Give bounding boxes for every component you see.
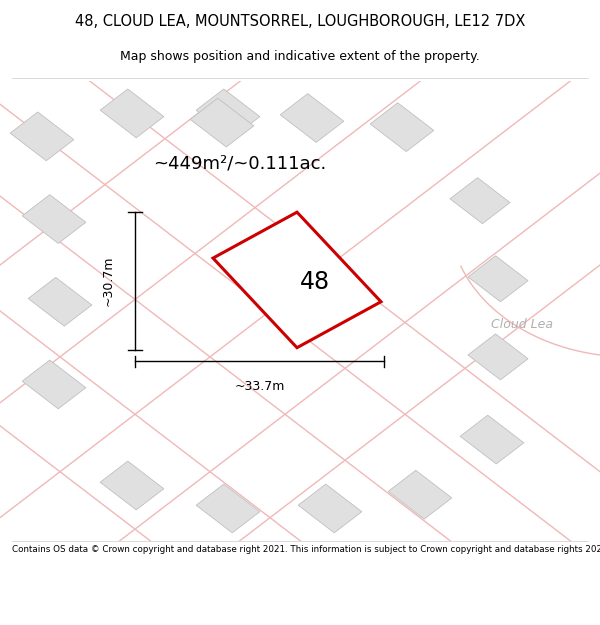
Text: ~33.7m: ~33.7m (235, 380, 284, 393)
Polygon shape (460, 415, 524, 464)
Polygon shape (100, 461, 164, 510)
Text: Cloud Lea: Cloud Lea (491, 318, 553, 331)
Polygon shape (196, 484, 260, 533)
Polygon shape (196, 89, 260, 138)
Text: 48: 48 (300, 270, 330, 294)
Polygon shape (22, 195, 86, 243)
Polygon shape (10, 112, 74, 161)
Polygon shape (280, 94, 344, 142)
Polygon shape (298, 484, 362, 533)
Text: ~449m²/~0.111ac.: ~449m²/~0.111ac. (154, 155, 326, 173)
Polygon shape (468, 256, 528, 302)
Polygon shape (468, 334, 528, 380)
Polygon shape (213, 212, 381, 348)
Polygon shape (22, 360, 86, 409)
Polygon shape (190, 98, 254, 147)
Text: Contains OS data © Crown copyright and database right 2021. This information is : Contains OS data © Crown copyright and d… (12, 545, 600, 554)
Polygon shape (100, 89, 164, 138)
Text: ~30.7m: ~30.7m (101, 256, 115, 306)
Polygon shape (388, 471, 452, 519)
Polygon shape (370, 103, 434, 151)
Text: Map shows position and indicative extent of the property.: Map shows position and indicative extent… (120, 50, 480, 62)
Polygon shape (28, 278, 92, 326)
Text: 48, CLOUD LEA, MOUNTSORREL, LOUGHBOROUGH, LE12 7DX: 48, CLOUD LEA, MOUNTSORREL, LOUGHBOROUGH… (75, 14, 525, 29)
Polygon shape (450, 177, 510, 224)
